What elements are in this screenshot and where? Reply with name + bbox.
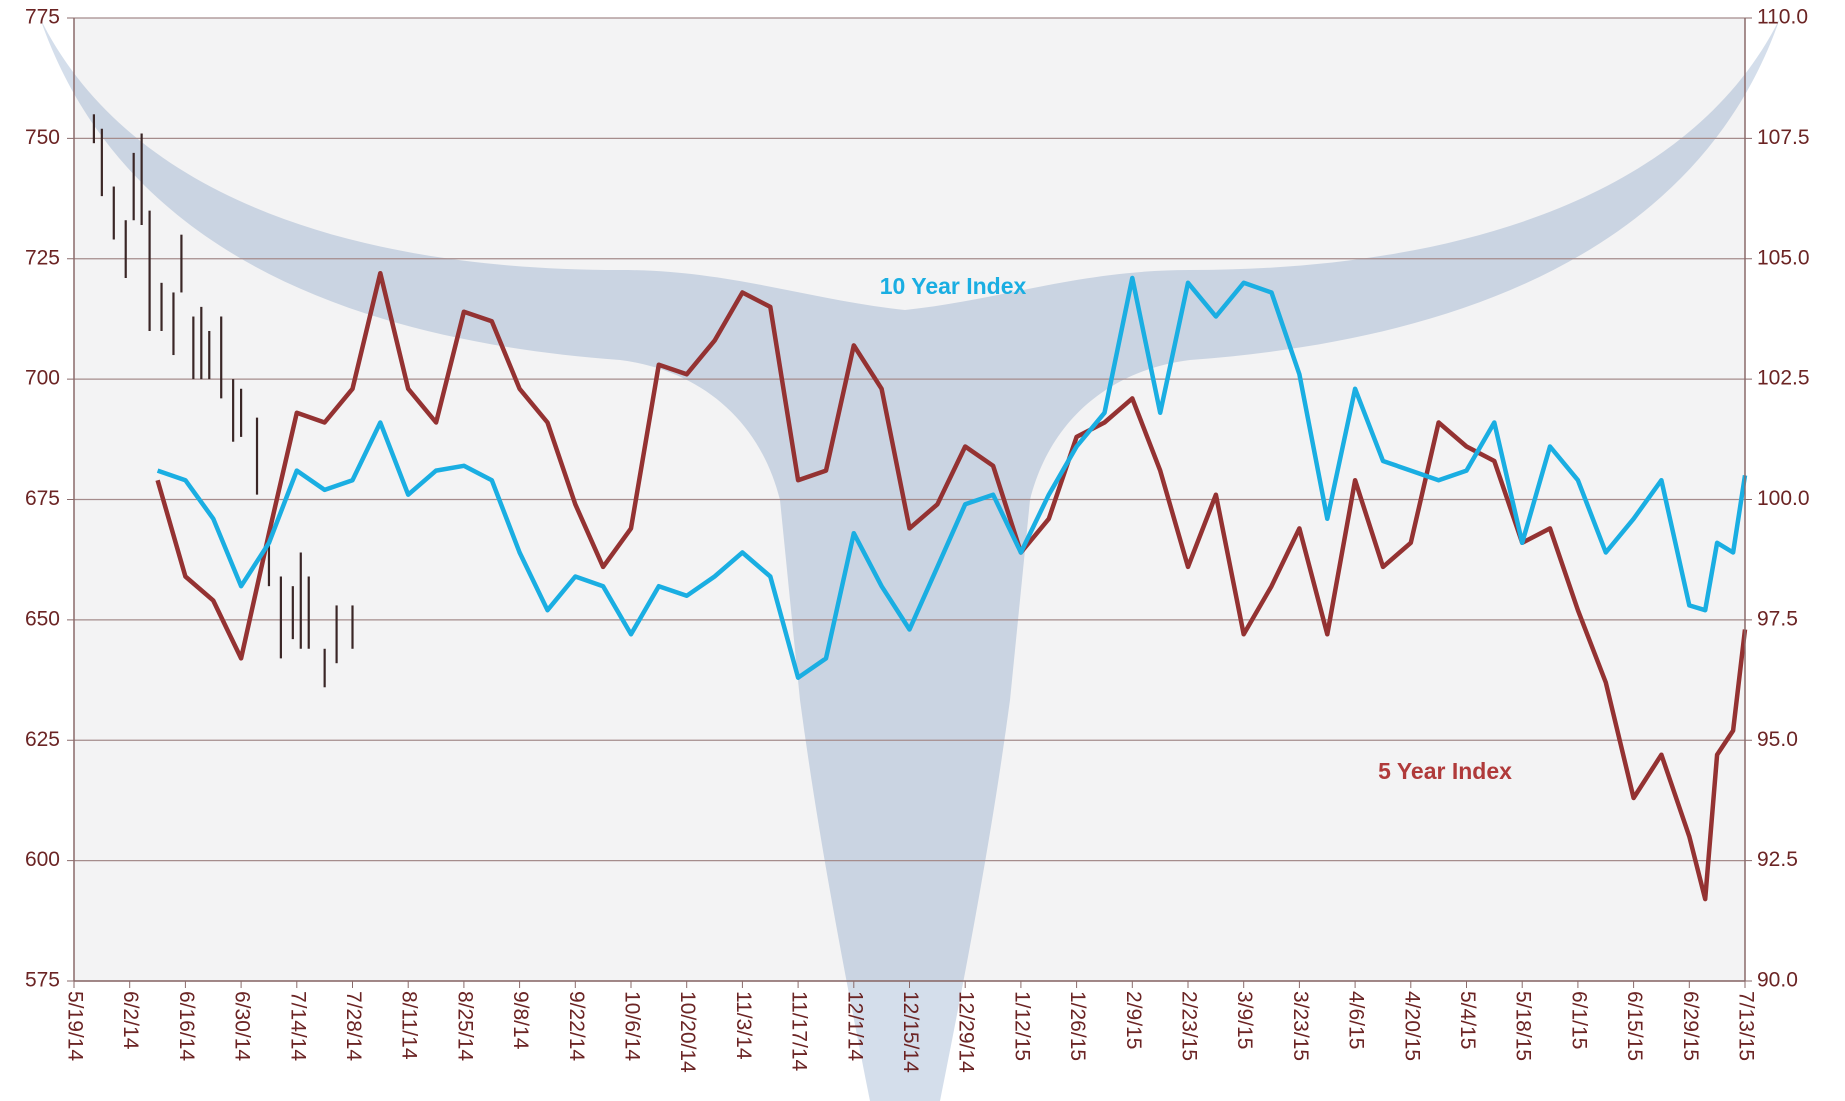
page: {"chart_data": { "type": "line", "xlim":… xyxy=(0,0,1845,1101)
x-tick-label: 7/13/15 xyxy=(1734,991,1757,1061)
y2-tick-label: 105.0 xyxy=(1757,246,1810,269)
x-tick-label: 9/8/14 xyxy=(509,991,532,1050)
y-tick-label: 725 xyxy=(25,246,60,269)
y-tick-label: 750 xyxy=(25,126,60,149)
x-tick-label: 1/26/15 xyxy=(1066,991,1089,1061)
y-tick-label: 700 xyxy=(25,367,60,390)
y-tick-label: 650 xyxy=(25,607,60,630)
x-tick-label: 4/20/15 xyxy=(1400,991,1423,1061)
x-tick-label: 5/18/15 xyxy=(1512,991,1535,1061)
y2-tick-label: 97.5 xyxy=(1757,607,1798,630)
x-tick-label: 4/6/15 xyxy=(1345,991,1368,1049)
x-tick-label: 7/28/14 xyxy=(342,991,365,1061)
y-tick-label: 675 xyxy=(25,487,60,510)
x-tick-label: 11/3/14 xyxy=(732,991,755,1060)
x-tick-label: 6/29/15 xyxy=(1679,991,1702,1061)
x-tick-label: 3/23/15 xyxy=(1289,991,1312,1061)
y-tick-label: 600 xyxy=(25,848,60,871)
y2-tick-label: 102.5 xyxy=(1757,367,1810,390)
x-tick-label: 1/12/15 xyxy=(1010,991,1033,1061)
x-tick-label: 6/15/15 xyxy=(1623,991,1646,1061)
x-tick-label: 6/30/14 xyxy=(231,991,254,1061)
x-tick-label: 11/17/14 xyxy=(788,991,811,1072)
y2-tick-label: 95.0 xyxy=(1757,728,1798,751)
x-tick-label: 12/1/14 xyxy=(843,991,866,1061)
annotation: 10 Year Index xyxy=(880,273,1027,299)
x-tick-label: 12/15/14 xyxy=(899,991,922,1073)
annotation: 5 Year Index xyxy=(1378,758,1512,784)
x-tick-label: 6/16/14 xyxy=(175,991,198,1061)
y2-tick-label: 110.0 xyxy=(1757,6,1808,29)
x-tick-label: 5/19/14 xyxy=(63,991,86,1061)
y2-tick-label: 107.5 xyxy=(1757,126,1810,149)
x-tick-label: 2/9/15 xyxy=(1122,991,1145,1049)
x-tick-label: 7/14/14 xyxy=(286,991,309,1061)
y-tick-label: 775 xyxy=(25,6,60,29)
y-tick-label: 625 xyxy=(25,728,60,751)
x-tick-label: 5/4/15 xyxy=(1456,991,1479,1049)
y-tick-label: 575 xyxy=(25,969,60,992)
chart: 10 Year Index 5 Year Index 575 600 625 650 6… xyxy=(0,0,1845,1101)
x-tick-label: 10/6/14 xyxy=(620,991,643,1061)
x-tick-label: 3/9/15 xyxy=(1233,991,1256,1049)
x-tick-label: 8/11/14 xyxy=(398,991,421,1060)
x-tick-label: 12/29/14 xyxy=(955,991,978,1073)
x-tick-label: 8/25/14 xyxy=(453,991,476,1061)
x-tick-label: 6/1/15 xyxy=(1567,991,1590,1049)
y2-tick-label: 100.0 xyxy=(1757,487,1810,510)
x-tick-label: 2/23/15 xyxy=(1177,991,1200,1061)
x-tick-label: 10/20/14 xyxy=(676,991,699,1073)
x-tick-label: 9/22/14 xyxy=(565,991,588,1061)
y2-tick-label: 92.5 xyxy=(1757,848,1798,871)
y2-tick-label: 90.0 xyxy=(1757,969,1798,992)
x-tick-label: 6/2/14 xyxy=(119,991,142,1050)
